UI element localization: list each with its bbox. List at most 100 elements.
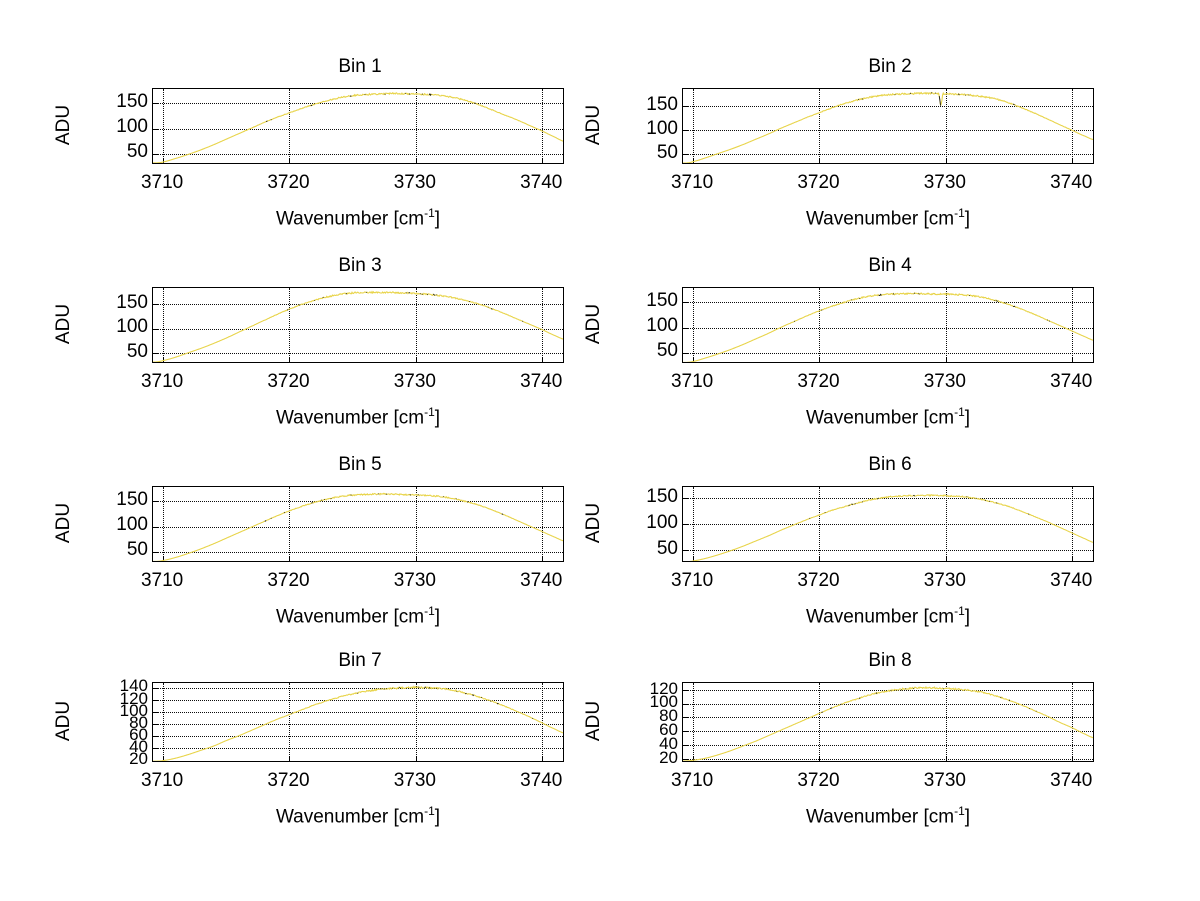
panel-title: Bin 2: [868, 56, 912, 77]
y-gridline: [153, 760, 563, 761]
y-gridline: [153, 712, 563, 714]
x-gridline: [415, 487, 417, 561]
x-tick-mark: [819, 556, 821, 561]
x-tick-mark: [819, 756, 821, 761]
panel-title: Bin 1: [338, 56, 382, 77]
x-tick-mark: [693, 756, 695, 761]
y-tick-label: 100: [646, 511, 678, 533]
x-axis-label-bracket: ]: [434, 407, 441, 429]
x-axis-label-text: Wavenumber [cm: [805, 806, 955, 828]
y-gridline: [153, 551, 563, 553]
y-tick-label: 50: [656, 141, 678, 163]
x-tick-label: 3710: [670, 371, 714, 392]
x-axis-label-exponent: -1: [954, 604, 965, 618]
x-tick-label: 3720: [267, 371, 310, 392]
spectrum-line-dark: [428, 687, 431, 689]
spectrum-line-dark: [421, 293, 423, 295]
x-gridline: [693, 487, 695, 561]
y-tick-label: 120: [649, 678, 678, 698]
spectrum-line-dark: [398, 686, 401, 689]
spectrum-line-dark: [930, 92, 933, 94]
x-gridline: [415, 683, 417, 761]
y-tick-mark: [153, 103, 158, 105]
x-axis-label-bracket: ]: [964, 606, 971, 628]
spectrum-line-dark: [829, 707, 833, 709]
x-gridline: [289, 487, 291, 561]
x-axis-label-text: Wavenumber [cm: [275, 208, 425, 230]
y-gridline: [683, 130, 1093, 132]
spectrum-line-dark: [892, 293, 895, 295]
x-tick-mark: [945, 556, 947, 561]
y-tick-mark: [683, 717, 688, 719]
x-tick-label: 3710: [140, 371, 184, 392]
plot-axes: [152, 287, 564, 363]
y-gridline: [683, 717, 1093, 719]
x-tick-mark: [163, 756, 165, 761]
spectrum-line-dark: [384, 93, 386, 95]
y-gridline: [153, 526, 563, 528]
x-tick-label: 3730: [393, 770, 436, 791]
x-gridline: [289, 683, 291, 761]
y-tick-mark: [153, 153, 158, 155]
plot-axes: [152, 88, 564, 164]
y-tick-mark: [683, 689, 688, 691]
spectrum-line-dark: [299, 304, 301, 306]
y-tick-mark: [153, 128, 158, 130]
x-gridline: [693, 683, 695, 761]
spectrum-line-dark: [1008, 699, 1011, 702]
x-axis-label-exponent: -1: [954, 206, 965, 220]
spectrum-line-yellow: [153, 92, 563, 163]
y-tick-mark: [683, 524, 688, 526]
y-tick-mark: [683, 731, 688, 733]
y-axis-label: ADU: [583, 700, 604, 742]
x-gridline: [542, 487, 544, 561]
x-tick-mark: [289, 357, 291, 362]
x-gridline: [819, 487, 821, 561]
x-gridline: [289, 89, 291, 163]
y-tick-label: 50: [126, 539, 148, 561]
x-tick-label: 3730: [923, 371, 966, 392]
x-tick-label: 3710: [140, 770, 184, 791]
y-gridline: [153, 328, 563, 330]
spectrum-curve: [153, 92, 563, 163]
spectrum-line-dark: [1013, 103, 1015, 106]
spectrum-line-dark: [857, 98, 860, 101]
x-tick-label: 3740: [1050, 172, 1093, 193]
x-tick-label: 3710: [670, 570, 714, 591]
y-tick-label: 100: [649, 692, 678, 712]
x-axis-label-text: Wavenumber [cm: [805, 407, 955, 429]
spectrum-line-dark: [890, 689, 892, 692]
spectrum-line-dark: [501, 513, 504, 515]
x-tick-mark: [415, 158, 417, 163]
y-axis-label: ADU: [583, 104, 604, 146]
spectrum-curve: [153, 685, 563, 761]
x-tick-mark: [819, 357, 821, 362]
y-tick-mark: [153, 724, 158, 726]
y-gridline: [153, 501, 563, 503]
spectrum-line-dark: [861, 98, 864, 100]
y-tick-label: 40: [659, 733, 678, 753]
spectrum-line-dark: [909, 92, 911, 95]
y-tick-mark: [683, 745, 688, 747]
spectrum-line-dark: [996, 502, 998, 504]
panel-title: Bin 3: [338, 255, 382, 276]
x-tick-mark: [945, 158, 947, 163]
y-axis-label: ADU: [53, 700, 74, 742]
x-axis-label-text: Wavenumber [cm: [275, 806, 425, 828]
x-tick-mark: [542, 756, 544, 761]
spectrum-line-dark: [821, 309, 823, 311]
y-tick-label: 150: [116, 488, 148, 510]
spectrum-line-dark: [958, 93, 960, 96]
y-tick-label: 100: [119, 700, 148, 720]
y-tick-label: 150: [116, 90, 148, 112]
spectrum-line-yellow: [153, 685, 563, 761]
spectrum-line-dark: [490, 308, 493, 310]
x-tick-label: 3740: [1050, 770, 1093, 791]
x-tick-label: 3730: [923, 770, 966, 791]
spectrum-curve: [683, 91, 1093, 163]
y-tick-label: 60: [659, 719, 678, 739]
x-gridline: [1072, 683, 1074, 761]
spectrum-line-dark: [291, 713, 293, 715]
y-tick-label: 80: [659, 706, 678, 726]
x-tick-mark: [415, 357, 417, 362]
